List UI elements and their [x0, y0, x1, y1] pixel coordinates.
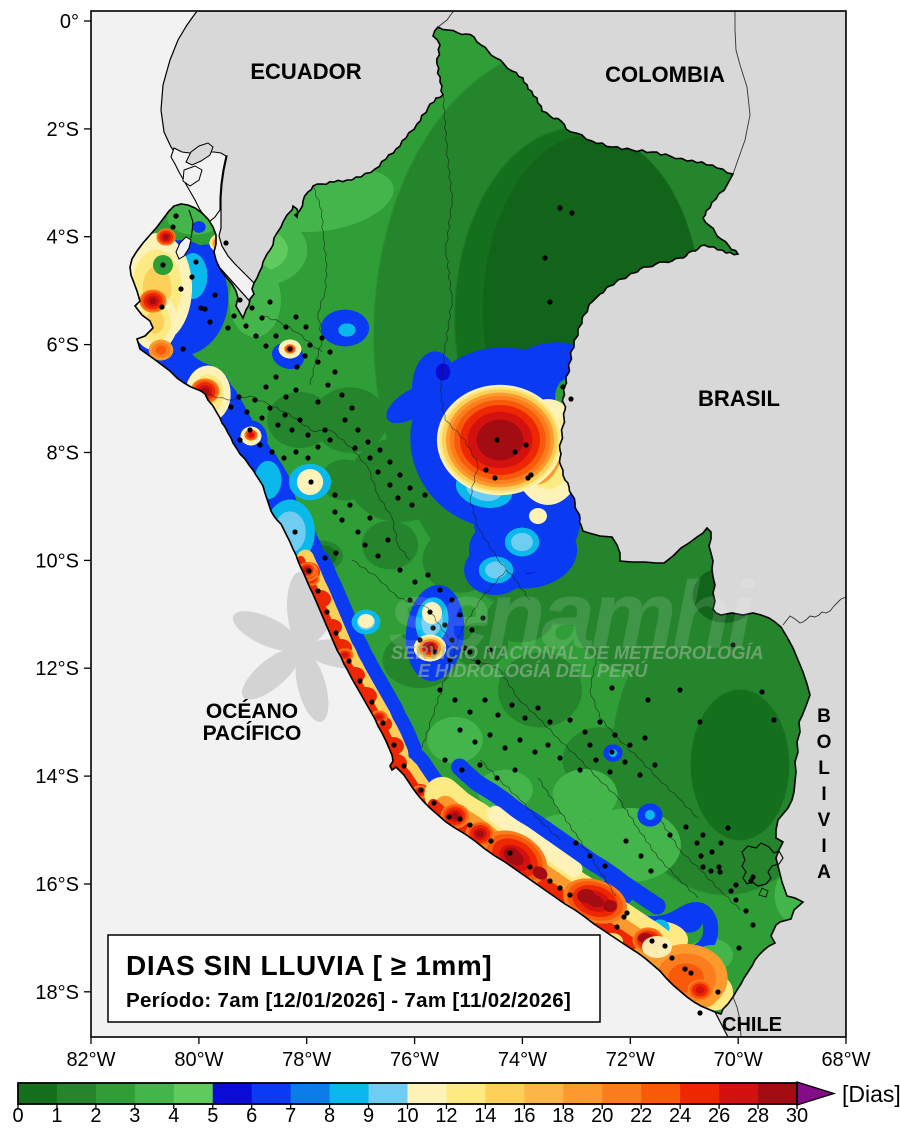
- svg-text:0°: 0°: [60, 11, 79, 33]
- svg-text:COLOMBIA: COLOMBIA: [605, 62, 725, 87]
- svg-text:0: 0: [12, 1105, 23, 1127]
- svg-text:10°S: 10°S: [35, 550, 79, 572]
- svg-text:16: 16: [513, 1105, 535, 1127]
- svg-text:8°S: 8°S: [47, 443, 79, 465]
- svg-text:I: I: [821, 784, 826, 805]
- svg-text:B: B: [817, 706, 831, 727]
- svg-text:senamhi: senamhi: [388, 562, 756, 669]
- svg-text:PACÍFICO: PACÍFICO: [203, 722, 302, 745]
- svg-text:24: 24: [669, 1105, 691, 1127]
- svg-text:I: I: [821, 836, 826, 857]
- svg-text:3: 3: [129, 1105, 140, 1127]
- svg-text:V: V: [818, 810, 831, 831]
- svg-text:12: 12: [435, 1105, 457, 1127]
- svg-text:O: O: [817, 732, 832, 753]
- svg-text:2°S: 2°S: [47, 119, 79, 141]
- svg-text:26: 26: [708, 1105, 730, 1127]
- svg-text:8: 8: [324, 1105, 335, 1127]
- svg-text:[Dias]: [Dias]: [842, 1081, 900, 1107]
- svg-text:2: 2: [90, 1105, 101, 1127]
- svg-text:9: 9: [363, 1105, 374, 1127]
- svg-text:22: 22: [630, 1105, 652, 1127]
- svg-text:30: 30: [786, 1105, 808, 1127]
- svg-text:1: 1: [51, 1105, 62, 1127]
- svg-text:18: 18: [552, 1105, 574, 1127]
- svg-text:28: 28: [747, 1105, 769, 1127]
- svg-text:DIAS SIN LLUVIA [ ≥ 1mm]: DIAS SIN LLUVIA [ ≥ 1mm]: [126, 950, 492, 981]
- svg-text:7: 7: [285, 1105, 296, 1127]
- svg-text:78°W: 78°W: [282, 1049, 331, 1071]
- svg-text:5: 5: [207, 1105, 218, 1127]
- svg-text:74°W: 74°W: [498, 1049, 547, 1071]
- svg-text:SERVICIO NACIONAL DE METEOROLO: SERVICIO NACIONAL DE METEOROLOGÍA: [391, 642, 764, 663]
- svg-text:82°W: 82°W: [66, 1049, 115, 1071]
- svg-text:20: 20: [591, 1105, 613, 1127]
- svg-text:14°S: 14°S: [35, 766, 79, 788]
- svg-text:80°W: 80°W: [174, 1049, 223, 1071]
- svg-text:68°W: 68°W: [821, 1049, 870, 1071]
- svg-text:4: 4: [168, 1105, 179, 1127]
- svg-text:72°W: 72°W: [606, 1049, 655, 1071]
- svg-text:76°W: 76°W: [390, 1049, 439, 1071]
- svg-text:ECUADOR: ECUADOR: [250, 59, 361, 84]
- svg-text:6°S: 6°S: [47, 335, 79, 357]
- svg-text:14: 14: [474, 1105, 496, 1127]
- svg-text:OCÉANO: OCÉANO: [206, 700, 298, 723]
- svg-text:Período: 7am [12/01/2026] - 7a: Período: 7am [12/01/2026] - 7am [11/02/2…: [126, 989, 571, 1012]
- svg-text:12°S: 12°S: [35, 658, 79, 680]
- svg-text:6: 6: [246, 1105, 257, 1127]
- svg-text:BRASIL: BRASIL: [698, 386, 780, 411]
- svg-text:16°S: 16°S: [35, 874, 79, 896]
- svg-text:CHILE: CHILE: [722, 1014, 782, 1036]
- svg-text:4°S: 4°S: [47, 227, 79, 249]
- svg-text:E HIDROLOGÍA DEL PERÚ: E HIDROLOGÍA DEL PERÚ: [418, 660, 648, 681]
- svg-text:A: A: [817, 862, 831, 883]
- svg-text:18°S: 18°S: [35, 982, 79, 1004]
- svg-text:10: 10: [396, 1105, 418, 1127]
- svg-text:L: L: [818, 758, 830, 779]
- svg-text:70°W: 70°W: [714, 1049, 763, 1071]
